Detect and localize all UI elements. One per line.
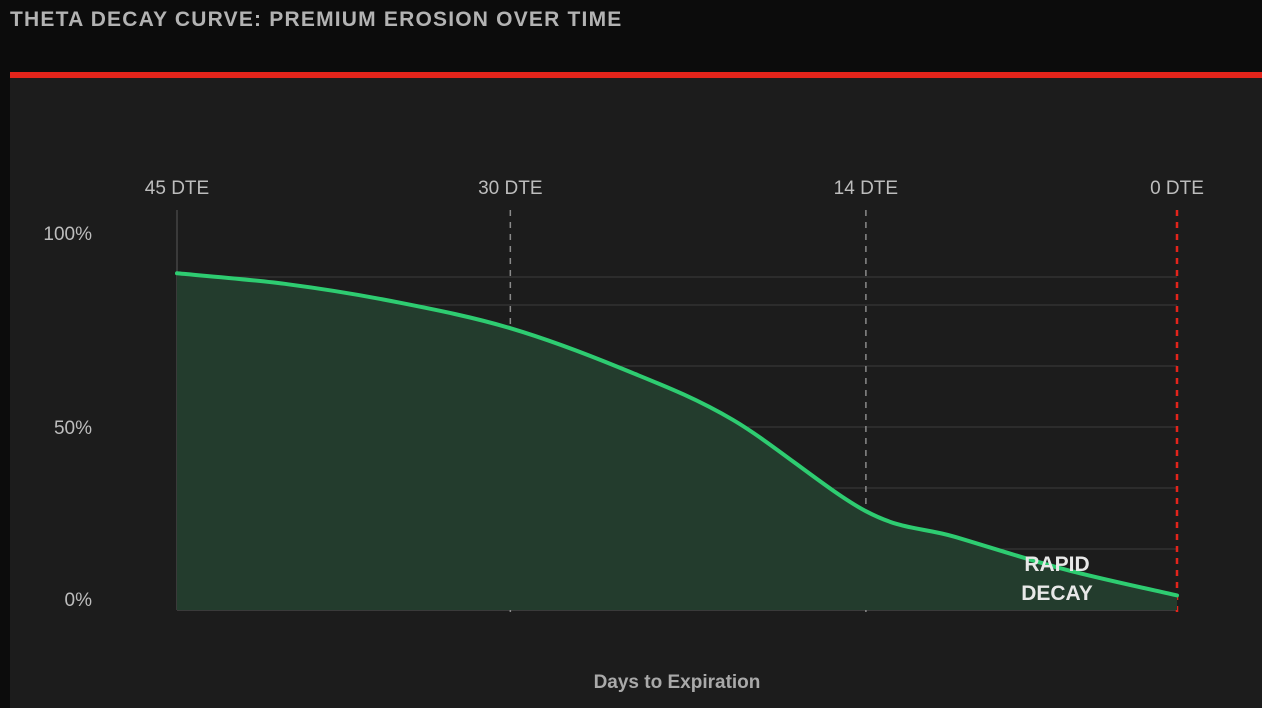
y-tick-label: 0%: [65, 590, 93, 611]
page-header: THETA DECAY CURVE: PREMIUM EROSION OVER …: [0, 0, 1262, 72]
y-tick-label: 100%: [43, 224, 92, 245]
ticks-layer: 45 DTE 30 DTE 14 DTE 0 DTE 100% 50% 0%: [43, 178, 1204, 611]
x-tick-label: 14 DTE: [834, 178, 898, 199]
y-tick-label: 50%: [54, 418, 92, 439]
decay-curve-line: [175, 271, 1179, 598]
theta-decay-chart: 45 DTE 30 DTE 14 DTE 0 DTE 100% 50% 0% RAPID DE…: [43, 178, 1204, 693]
x-tick-label: 0 DTE: [1150, 178, 1204, 199]
annotation-layer: RAPID DECAY: [1021, 553, 1093, 605]
page-title: THETA DECAY CURVE: PREMIUM EROSION OVER …: [10, 8, 623, 31]
x-axis-title: Days to Expiration: [594, 672, 761, 693]
annotation-label: RAPID: [1024, 553, 1089, 576]
x-tick-label: 45 DTE: [145, 178, 209, 199]
chart-panel: 45 DTE 30 DTE 14 DTE 0 DTE 100% 50% 0% RAPID DE…: [10, 72, 1262, 708]
x-tick-label: 30 DTE: [478, 178, 542, 199]
decay-area-fill: [177, 273, 1177, 610]
annotation-label: DECAY: [1021, 582, 1093, 605]
area-layer: [175, 271, 1179, 610]
